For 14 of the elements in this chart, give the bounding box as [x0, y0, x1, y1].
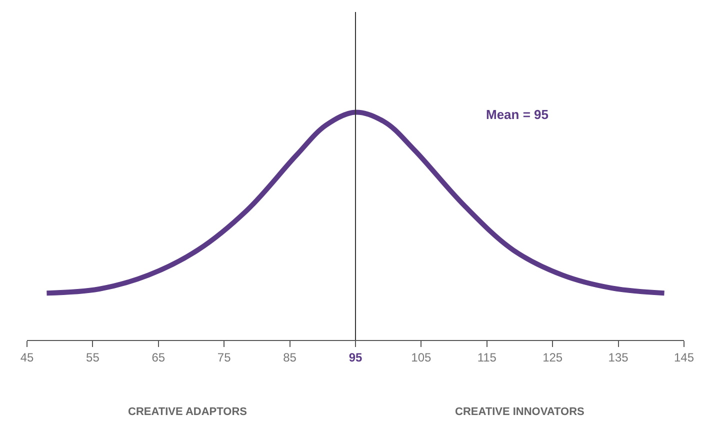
x-tick-label: 135 [608, 350, 629, 364]
x-tick-label: 75 [217, 350, 232, 364]
x-tick-label: 145 [674, 350, 694, 364]
text: CREATIVE INNOVATORS [455, 406, 584, 418]
x-tick-label: 115 [477, 350, 497, 364]
x-tick-label: 65 [152, 350, 166, 364]
x-tick-label: 125 [542, 350, 563, 364]
x-tick-label: 95 [348, 350, 362, 364]
annotation: Mean = 95 [486, 107, 549, 122]
x-tick-label: 85 [283, 350, 297, 364]
x-tick-label: 55 [86, 350, 100, 364]
x-tick-label: 105 [411, 350, 432, 364]
text: CREATIVE ADAPTORS [128, 406, 247, 418]
x-tick-label: 45 [20, 350, 34, 364]
